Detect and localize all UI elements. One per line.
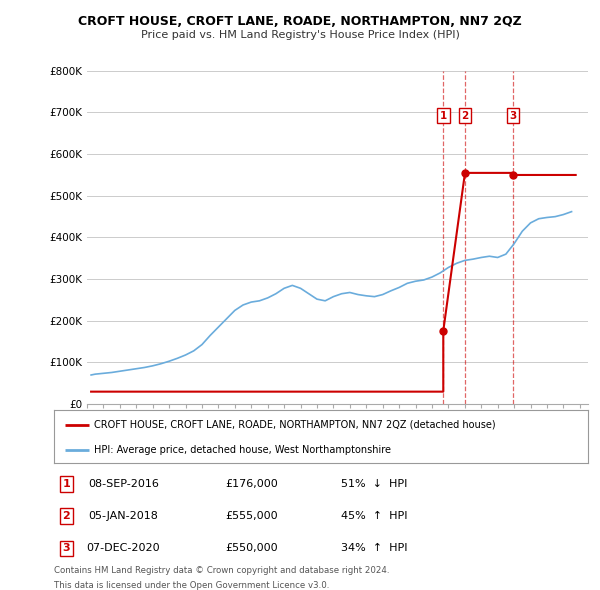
Text: 2: 2 (461, 111, 469, 121)
Text: Price paid vs. HM Land Registry's House Price Index (HPI): Price paid vs. HM Land Registry's House … (140, 30, 460, 40)
Text: Contains HM Land Registry data © Crown copyright and database right 2024.: Contains HM Land Registry data © Crown c… (54, 566, 389, 575)
Text: £550,000: £550,000 (225, 543, 278, 553)
Text: 3: 3 (509, 111, 517, 121)
Text: 2: 2 (62, 512, 70, 521)
Text: HPI: Average price, detached house, West Northamptonshire: HPI: Average price, detached house, West… (94, 445, 391, 455)
Text: £176,000: £176,000 (225, 479, 278, 489)
Text: 1: 1 (440, 111, 447, 121)
Text: CROFT HOUSE, CROFT LANE, ROADE, NORTHAMPTON, NN7 2QZ (detached house): CROFT HOUSE, CROFT LANE, ROADE, NORTHAMP… (94, 420, 496, 430)
Text: 34%  ↑  HPI: 34% ↑ HPI (341, 543, 407, 553)
Text: 3: 3 (62, 543, 70, 553)
Text: 51%  ↓  HPI: 51% ↓ HPI (341, 479, 407, 489)
Text: £555,000: £555,000 (225, 512, 278, 521)
Text: 08-SEP-2016: 08-SEP-2016 (88, 479, 159, 489)
Text: 1: 1 (62, 479, 70, 489)
Text: 45%  ↑  HPI: 45% ↑ HPI (341, 512, 407, 521)
Text: CROFT HOUSE, CROFT LANE, ROADE, NORTHAMPTON, NN7 2QZ: CROFT HOUSE, CROFT LANE, ROADE, NORTHAMP… (78, 15, 522, 28)
Text: 05-JAN-2018: 05-JAN-2018 (88, 512, 158, 521)
Text: 07-DEC-2020: 07-DEC-2020 (86, 543, 160, 553)
Text: This data is licensed under the Open Government Licence v3.0.: This data is licensed under the Open Gov… (54, 581, 329, 590)
